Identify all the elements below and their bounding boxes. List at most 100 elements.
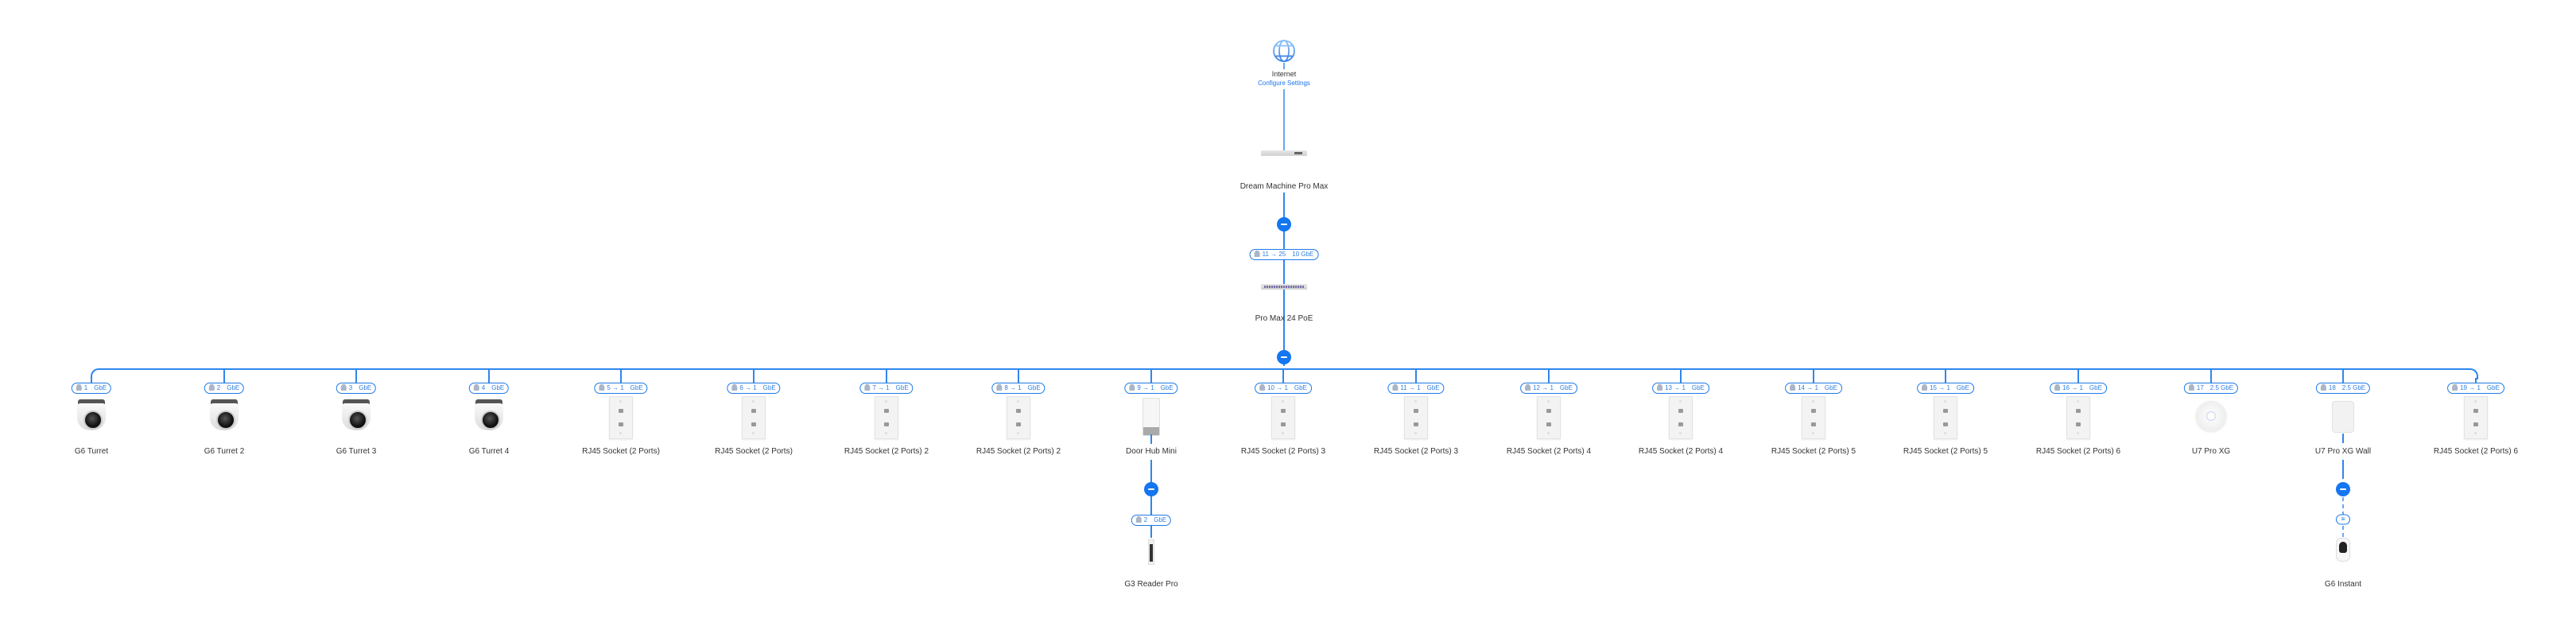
- wall-socket-icon[interactable]: [1404, 396, 1428, 439]
- device-label[interactable]: Door Hub Mini: [1126, 447, 1177, 456]
- socket-part: [1547, 400, 1550, 403]
- socket-part: [1678, 422, 1683, 426]
- wifi-icon[interactable]: ≋: [2336, 514, 2350, 525]
- port-badge[interactable]: 3 GbE: [336, 383, 377, 394]
- socket-part: [1678, 409, 1683, 413]
- port-badge[interactable]: 17 2.5 GbE: [2183, 383, 2239, 394]
- turret-part: [475, 399, 502, 404]
- port-badge[interactable]: 11 → 1 GbE: [1387, 383, 1445, 394]
- camera-turret-icon[interactable]: [76, 399, 107, 431]
- gateway-collapse-button[interactable]: [1277, 217, 1291, 231]
- wall-socket-icon[interactable]: [1537, 396, 1561, 439]
- camera-turret-icon[interactable]: [474, 399, 504, 431]
- link-speed: GbE: [630, 384, 643, 391]
- configure-settings-link[interactable]: Configure Settings: [1258, 80, 1310, 87]
- port-number: 14 → 1: [1798, 384, 1818, 391]
- wall-socket-icon[interactable]: [1271, 396, 1295, 439]
- device-label[interactable]: RJ45 Socket (2 Ports) 6: [2035, 447, 2121, 456]
- device-label[interactable]: RJ45 Socket (2 Ports) 2: [844, 447, 929, 456]
- device-label[interactable]: G3 Reader Pro: [1124, 580, 1178, 589]
- port-badge[interactable]: 5 → 1 GbE: [594, 383, 648, 394]
- port-badge[interactable]: 7 → 1 GbE: [859, 383, 914, 394]
- device-collapse-button[interactable]: [1144, 482, 1158, 496]
- wall-socket-icon[interactable]: [1669, 396, 1693, 439]
- device-link-line: [2210, 369, 2212, 393]
- device-link-line: [2342, 369, 2344, 393]
- device-label[interactable]: RJ45 Socket (2 Ports) 3: [1373, 447, 1459, 456]
- link-speed: GbE: [1160, 384, 1174, 391]
- gateway-label[interactable]: Dream Machine Pro Max: [1240, 182, 1329, 191]
- port-badge[interactable]: 8 → 1 GbE: [991, 383, 1046, 394]
- port-badge[interactable]: 14 → 1 GbE: [1785, 383, 1842, 394]
- wall-socket-icon[interactable]: [2066, 396, 2090, 439]
- port-badge[interactable]: 4 GbE: [468, 383, 510, 394]
- device-label[interactable]: RJ45 Socket (2 Ports) 5: [1903, 447, 1988, 456]
- socket-part: [1414, 400, 1417, 403]
- socket-part: [1281, 409, 1286, 413]
- port-number: 1: [83, 384, 88, 391]
- hub-part: [1143, 427, 1159, 435]
- wall-socket-icon[interactable]: [742, 396, 766, 439]
- link-speed: GbE: [895, 384, 909, 391]
- uplink-port-badge[interactable]: 11 → 25 10 GbE: [1249, 249, 1319, 260]
- port-number: 11 → 1: [1400, 384, 1421, 391]
- device-collapse-button[interactable]: [2336, 482, 2350, 496]
- camera-turret-icon[interactable]: [209, 399, 239, 431]
- card-reader-icon[interactable]: [1148, 539, 1154, 565]
- wall-socket-icon[interactable]: [609, 396, 633, 439]
- port-badge[interactable]: 6 → 1 GbE: [727, 383, 781, 394]
- device-label[interactable]: RJ45 Socket (2 Ports) 5: [1771, 447, 1856, 456]
- switch-label[interactable]: Pro Max 24 PoE: [1255, 314, 1313, 323]
- device-link-line: [886, 369, 887, 393]
- wall-socket-icon[interactable]: [875, 396, 898, 439]
- port-badge[interactable]: 2 GbE: [204, 383, 245, 394]
- port-badge[interactable]: 19 → 1 GbE: [2447, 383, 2504, 394]
- door-hub-icon[interactable]: [1143, 398, 1160, 436]
- globe-icon[interactable]: [1272, 39, 1296, 63]
- wall-socket-icon[interactable]: [1802, 396, 1825, 439]
- switch-icon[interactable]: [1261, 284, 1307, 290]
- link-speed: GbE: [1691, 384, 1705, 391]
- device-label[interactable]: RJ45 Socket (2 Ports) 6: [2433, 447, 2519, 456]
- socket-part: [751, 409, 756, 413]
- device-label[interactable]: RJ45 Socket (2 Ports) 2: [976, 447, 1061, 456]
- camera-turret-icon[interactable]: [341, 399, 371, 431]
- wall-socket-icon[interactable]: [1007, 396, 1030, 439]
- socket-part: [1811, 422, 1816, 426]
- access-point-icon[interactable]: [2196, 401, 2226, 431]
- device-label[interactable]: G6 Instant: [2324, 580, 2362, 589]
- link-speed: GbE: [1956, 384, 1969, 391]
- port-badge[interactable]: 18 2.5 GbE: [2315, 383, 2371, 394]
- port-badge[interactable]: 16 → 1 GbE: [2050, 383, 2107, 394]
- port-number: 7 → 1: [872, 384, 890, 391]
- socket-part: [1414, 432, 1417, 434]
- device-label[interactable]: RJ45 Socket (2 Ports) 3: [1240, 447, 1326, 456]
- port-badge[interactable]: 1 GbE: [71, 383, 112, 394]
- device-label[interactable]: G6 Turret 4: [468, 447, 510, 456]
- port-badge[interactable]: 12 → 1 GbE: [1520, 383, 1577, 394]
- port-badge[interactable]: 9 → 1 GbE: [1124, 383, 1178, 394]
- device-label[interactable]: G6 Turret 2: [204, 447, 245, 456]
- router-icon[interactable]: [1261, 150, 1307, 156]
- device-label[interactable]: RJ45 Socket (2 Ports): [715, 447, 793, 456]
- ethernet-port-icon: [473, 384, 479, 391]
- socket-part: [1016, 422, 1021, 426]
- switch-collapse-button[interactable]: [1277, 350, 1291, 364]
- device-label[interactable]: RJ45 Socket (2 Ports): [582, 447, 660, 456]
- wall-access-point-icon[interactable]: [2332, 401, 2354, 433]
- internet-label: Internet: [1271, 70, 1297, 78]
- port-badge[interactable]: 10 → 1 GbE: [1255, 383, 1312, 394]
- device-label[interactable]: U7 Pro XG: [2191, 447, 2231, 456]
- port-badge[interactable]: 2 GbE: [1131, 515, 1172, 526]
- device-label[interactable]: U7 Pro XG Wall: [2314, 447, 2372, 456]
- device-label[interactable]: G6 Turret 3: [336, 447, 377, 456]
- device-label[interactable]: RJ45 Socket (2 Ports) 4: [1506, 447, 1592, 456]
- ethernet-port-icon: [599, 384, 605, 391]
- device-label[interactable]: RJ45 Socket (2 Ports) 4: [1638, 447, 1724, 456]
- wall-socket-icon[interactable]: [2464, 396, 2488, 439]
- port-badge[interactable]: 15 → 1 GbE: [1917, 383, 1974, 394]
- device-label[interactable]: G6 Turret: [74, 447, 109, 456]
- camera-instant-icon[interactable]: [2336, 538, 2350, 562]
- port-badge[interactable]: 13 → 1 GbE: [1652, 383, 1709, 394]
- wall-socket-icon[interactable]: [1934, 396, 1957, 439]
